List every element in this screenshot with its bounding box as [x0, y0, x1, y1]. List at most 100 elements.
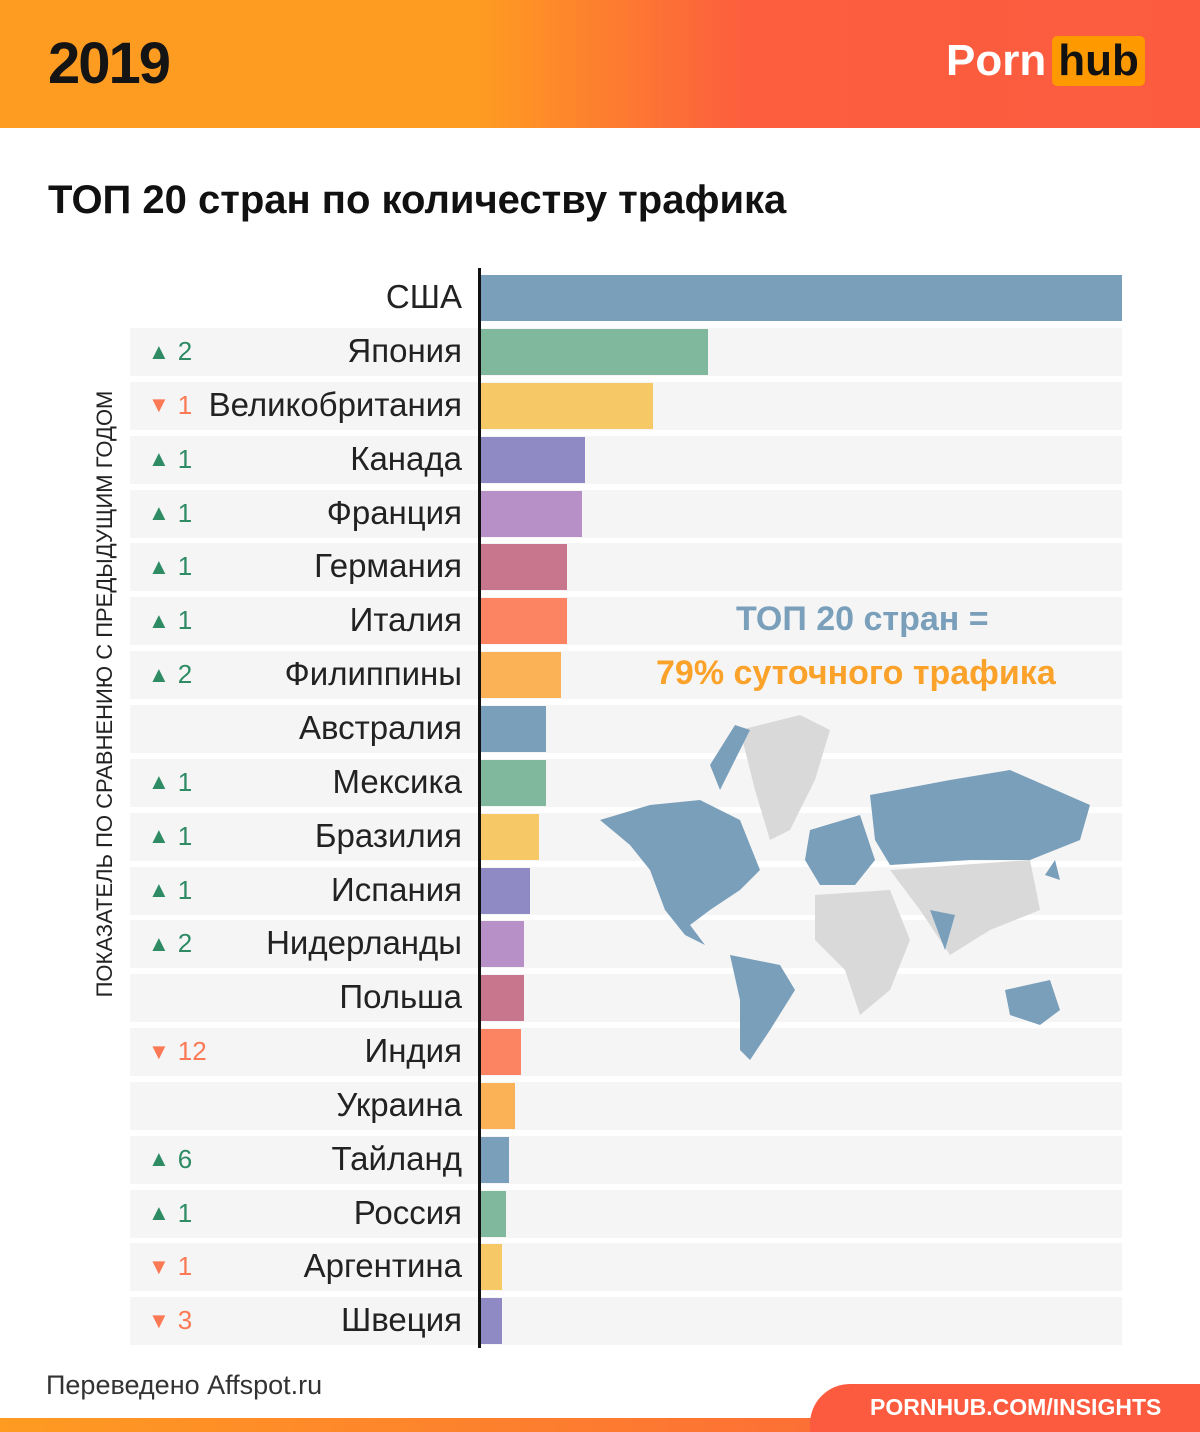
rank-change-value: 1	[177, 443, 193, 474]
bar-5	[481, 490, 582, 537]
map-greenland	[740, 715, 830, 840]
bar-14	[481, 975, 524, 1022]
rank-change: ▲ 2	[148, 659, 192, 690]
rank-change-value: 2	[177, 336, 193, 366]
map-asia	[890, 860, 1040, 955]
row-background	[130, 1135, 1122, 1184]
triangle-up-icon: ▲	[148, 446, 170, 472]
rank-change-value: 3	[177, 1305, 193, 1336]
rank-change: ▲ 6	[148, 1144, 192, 1175]
bar-16	[481, 1082, 515, 1129]
row-background	[130, 1028, 1122, 1077]
rank-change-value: 1	[177, 497, 193, 528]
annotation-line-2: 79% суточного трафика	[656, 654, 1056, 692]
triangle-up-icon: ▲	[148, 500, 170, 526]
rank-change: ▲ 1	[148, 767, 192, 798]
row-background	[130, 597, 1122, 646]
rank-change-value: 2	[177, 659, 193, 690]
chart-title: ТОП 20 стран по количеству трафика	[48, 178, 787, 222]
country-label: Германия	[314, 547, 462, 585]
logo-text-left: Porn	[946, 36, 1047, 85]
rank-change: ▼ 12	[148, 1036, 207, 1067]
rank-change: ▼ 3	[148, 1305, 192, 1336]
rank-change: ▲ 1	[148, 551, 192, 582]
map-south-america	[730, 955, 795, 1060]
rank-change: ▼ 1	[148, 1251, 192, 1282]
row-background	[130, 543, 1122, 592]
map-scandinavia	[710, 725, 750, 790]
country-label: Польша	[339, 978, 462, 1016]
rank-change-value: 1	[177, 389, 193, 420]
row-background	[130, 1189, 1122, 1238]
country-label: Бразилия	[314, 816, 462, 854]
bar-10	[481, 759, 546, 806]
site-link[interactable]: PORNHUB.COM/INSIGHTS	[870, 1394, 1162, 1420]
rank-change-value: 1	[177, 605, 193, 636]
year-label: 2019	[48, 31, 171, 96]
triangle-down-icon: ▼	[148, 1253, 170, 1279]
triangle-down-icon: ▼	[148, 392, 170, 418]
triangle-up-icon: ▲	[148, 661, 170, 687]
rank-change-value: 1	[177, 766, 193, 797]
row-background	[130, 1081, 1122, 1130]
country-label: Канада	[350, 439, 462, 477]
brand-logo: Porn hub	[946, 36, 1145, 86]
bar-7	[481, 598, 567, 645]
header-banner: 2019 Porn hub	[0, 0, 1200, 128]
row-background	[130, 489, 1122, 538]
triangle-up-icon: ▲	[148, 607, 170, 633]
country-label: Аргентина	[303, 1247, 462, 1285]
rank-change-value: 12	[177, 1036, 207, 1067]
country-label: Франция	[326, 493, 462, 531]
rank-change: ▲ 1	[148, 821, 192, 852]
triangle-down-icon: ▼	[148, 1307, 170, 1333]
row-background	[130, 704, 1122, 753]
bar-13	[481, 921, 524, 968]
triangle-up-icon: ▲	[148, 930, 170, 956]
map-japan	[1045, 860, 1060, 880]
triangle-up-icon: ▲	[148, 1146, 170, 1172]
logo-text-right: hub	[1052, 36, 1145, 86]
rank-change-value: 1	[177, 551, 193, 582]
map-india	[930, 910, 955, 950]
triangle-up-icon: ▲	[148, 338, 170, 364]
row-background	[130, 1297, 1122, 1346]
translation-credit: Переведено Affspot.ru	[46, 1370, 323, 1400]
bar-1	[481, 275, 1122, 321]
rank-change-value: 1	[177, 820, 193, 851]
row-background	[130, 435, 1122, 484]
map-australia	[1005, 980, 1060, 1025]
bar-19	[481, 1244, 503, 1291]
rank-change-value: 6	[177, 1143, 193, 1174]
map-africa	[815, 890, 910, 1015]
country-label: Индия	[364, 1032, 462, 1070]
rank-change-value: 1	[177, 1251, 193, 1282]
row-background	[130, 651, 1122, 700]
bar-4	[481, 436, 585, 483]
country-label: Мексика	[332, 762, 462, 800]
y-axis-label: ПОКАЗАТЕЛЬ ПО СРАВНЕНИЮ С ПРЕДЫДУЩИМ ГОД…	[92, 390, 117, 998]
row-background	[130, 1243, 1122, 1292]
bar-8	[481, 652, 562, 699]
bar-3	[481, 382, 653, 429]
country-label: США	[385, 278, 462, 315]
bar-15	[481, 1029, 521, 1076]
map-europe	[805, 815, 875, 885]
rank-change: ▲ 1	[148, 444, 192, 475]
bar-2	[481, 329, 708, 375]
country-label: Нидерланды	[266, 924, 462, 962]
rank-change: ▲ 1	[148, 875, 192, 906]
bar-9	[481, 705, 546, 752]
annotation-line-1: ТОП 20 стран =	[736, 600, 989, 638]
bar-17	[481, 1136, 510, 1183]
country-label: Япония	[347, 332, 462, 369]
country-label: Тайланд	[331, 1139, 462, 1177]
triangle-up-icon: ▲	[148, 553, 170, 579]
triangle-down-icon: ▼	[148, 1038, 170, 1064]
bar-18	[481, 1190, 506, 1237]
bar-12	[481, 867, 530, 914]
axis-line	[478, 268, 481, 1348]
country-label: Россия	[353, 1193, 462, 1231]
row-background	[130, 974, 1122, 1023]
map-russia	[870, 770, 1090, 865]
